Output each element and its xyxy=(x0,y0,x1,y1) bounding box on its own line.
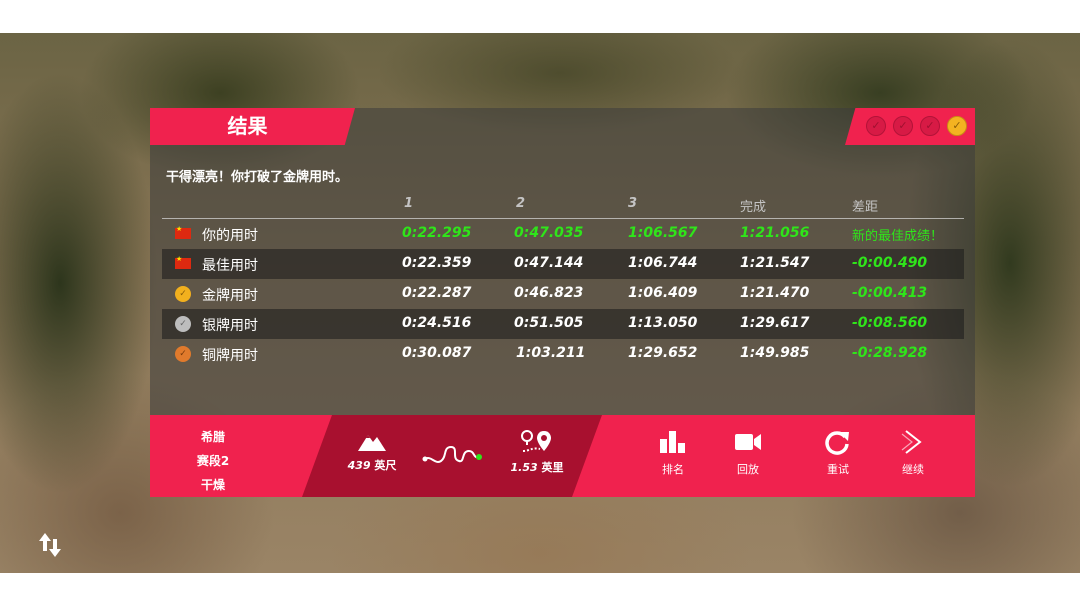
gap-value: -0:00.413 xyxy=(852,285,928,301)
split-2-time: 0:51.505 xyxy=(514,315,584,331)
replay-button[interactable]: 回放 xyxy=(720,429,776,477)
video-camera-icon xyxy=(735,434,761,450)
china-flag-icon xyxy=(175,255,191,269)
header-split-1: 1 xyxy=(404,196,414,211)
table-row-your-time: 你的用时 0:22.295 0:47.035 1:06.567 1:21.056… xyxy=(162,219,964,249)
elevation-stat: 439 英尺 xyxy=(340,429,404,473)
table-row-gold-time: ✓ 金牌用时 0:22.287 0:46.823 1:06.409 1:21.4… xyxy=(162,279,964,309)
results-panel: 结果 ✓ ✓ ✓ ✓ 干得漂亮！你打破了金牌用时。 1 2 3 完成 差距 你的… xyxy=(150,108,975,497)
row-label: 铜牌用时 xyxy=(202,348,258,364)
continue-button[interactable]: 继续 xyxy=(885,429,941,477)
medal-locked-icon: ✓ xyxy=(866,116,886,136)
split-1-time: 0:22.287 xyxy=(402,285,472,301)
swap-arrows-icon[interactable] xyxy=(38,531,62,559)
finish-time: 1:21.056 xyxy=(740,225,810,241)
header-split-3: 3 xyxy=(628,196,638,211)
split-2-time: 0:47.035 xyxy=(514,225,584,241)
gap-value: 新的最佳成绩！ xyxy=(852,229,944,244)
distance-pin-icon xyxy=(521,430,551,452)
leaderboard-button[interactable]: 排名 xyxy=(645,429,701,477)
split-2-time: 0:47.144 xyxy=(514,255,584,271)
row-label: 银牌用时 xyxy=(202,318,258,334)
elevation-value: 439 xyxy=(347,459,371,472)
finish-time: 1:49.985 xyxy=(740,345,810,361)
times-table: 1 2 3 完成 差距 你的用时 0:22.295 0:47.035 1:06.… xyxy=(162,192,964,369)
medal-gold-icon: ✓ xyxy=(947,116,967,136)
distance-value: 1.53 xyxy=(510,461,538,474)
split-1-time: 0:24.516 xyxy=(402,315,472,331)
row-label: 你的用时 xyxy=(202,228,258,244)
bronze-medal-icon: ✓ xyxy=(175,346,191,362)
route-map-icon xyxy=(422,445,482,463)
split-3-time: 1:13.050 xyxy=(628,315,698,331)
distance-unit: 英里 xyxy=(541,461,564,474)
continue-label: 继续 xyxy=(902,463,924,476)
retry-label: 重试 xyxy=(827,463,849,476)
header-finish: 完成 xyxy=(740,200,767,215)
split-1-time: 0:22.359 xyxy=(402,255,472,271)
finish-time: 1:21.547 xyxy=(740,255,810,271)
silver-medal-icon: ✓ xyxy=(175,316,191,332)
split-1-time: 0:30.087 xyxy=(402,345,472,361)
stage-surface: 干燥 xyxy=(200,478,225,492)
table-row-best-time: 最佳用时 0:22.359 0:47.144 1:06.744 1:21.547… xyxy=(162,249,964,279)
split-3-time: 1:06.744 xyxy=(628,255,698,271)
mountain-icon xyxy=(358,435,386,451)
stage-stats-section xyxy=(302,415,602,497)
chevron-right-icon xyxy=(901,430,922,454)
panel-title: 结果 xyxy=(227,114,268,138)
distance-stat: 1.53 英里 xyxy=(502,429,572,475)
table-row-bronze-time: ✓ 铜牌用时 0:30.087 1:03.211 1:29.652 1:49.9… xyxy=(162,339,964,369)
split-3-time: 1:29.652 xyxy=(628,345,698,361)
header-split-2: 2 xyxy=(516,196,526,211)
route-stat xyxy=(418,437,488,471)
retry-button[interactable]: 重试 xyxy=(810,429,866,477)
result-message: 干得漂亮！你打破了金牌用时。 xyxy=(166,170,349,185)
row-label: 最佳用时 xyxy=(202,258,258,274)
replay-label: 回放 xyxy=(737,463,759,476)
medal-locked-icon: ✓ xyxy=(893,116,913,136)
leaderboard-label: 排名 xyxy=(662,463,684,476)
split-1-time: 0:22.295 xyxy=(402,225,472,241)
split-3-time: 1:06.409 xyxy=(628,285,698,301)
medal-row: ✓ ✓ ✓ ✓ xyxy=(866,116,967,136)
gap-value: -0:28.928 xyxy=(852,345,928,361)
split-2-time: 1:03.211 xyxy=(516,345,586,361)
table-row-silver-time: ✓ 银牌用时 0:24.516 0:51.505 1:13.050 1:29.6… xyxy=(162,309,964,339)
split-3-time: 1:06.567 xyxy=(628,225,698,241)
row-label: 金牌用时 xyxy=(202,288,258,304)
elevation-unit: 英尺 xyxy=(374,459,397,472)
stage-country: 希腊 xyxy=(200,430,225,444)
stage-number: 赛段2 xyxy=(196,454,230,468)
china-flag-icon xyxy=(175,225,191,239)
bottom-bar: 希腊 赛段2 干燥 439 英尺 xyxy=(150,415,975,497)
gold-medal-icon: ✓ xyxy=(175,286,191,302)
medal-locked-icon: ✓ xyxy=(920,116,940,136)
leaderboard-icon xyxy=(660,431,685,453)
finish-time: 1:21.470 xyxy=(740,285,810,301)
split-2-time: 0:46.823 xyxy=(514,285,584,301)
table-header: 1 2 3 完成 差距 xyxy=(162,192,964,219)
title-tab xyxy=(150,108,355,145)
retry-icon xyxy=(825,431,849,455)
gap-value: -0:08.560 xyxy=(852,315,928,331)
header-gap: 差距 xyxy=(852,200,879,215)
finish-time: 1:29.617 xyxy=(740,315,810,331)
stage-info: 希腊 赛段2 干燥 xyxy=(172,425,254,497)
gap-value: -0:00.490 xyxy=(852,255,928,271)
